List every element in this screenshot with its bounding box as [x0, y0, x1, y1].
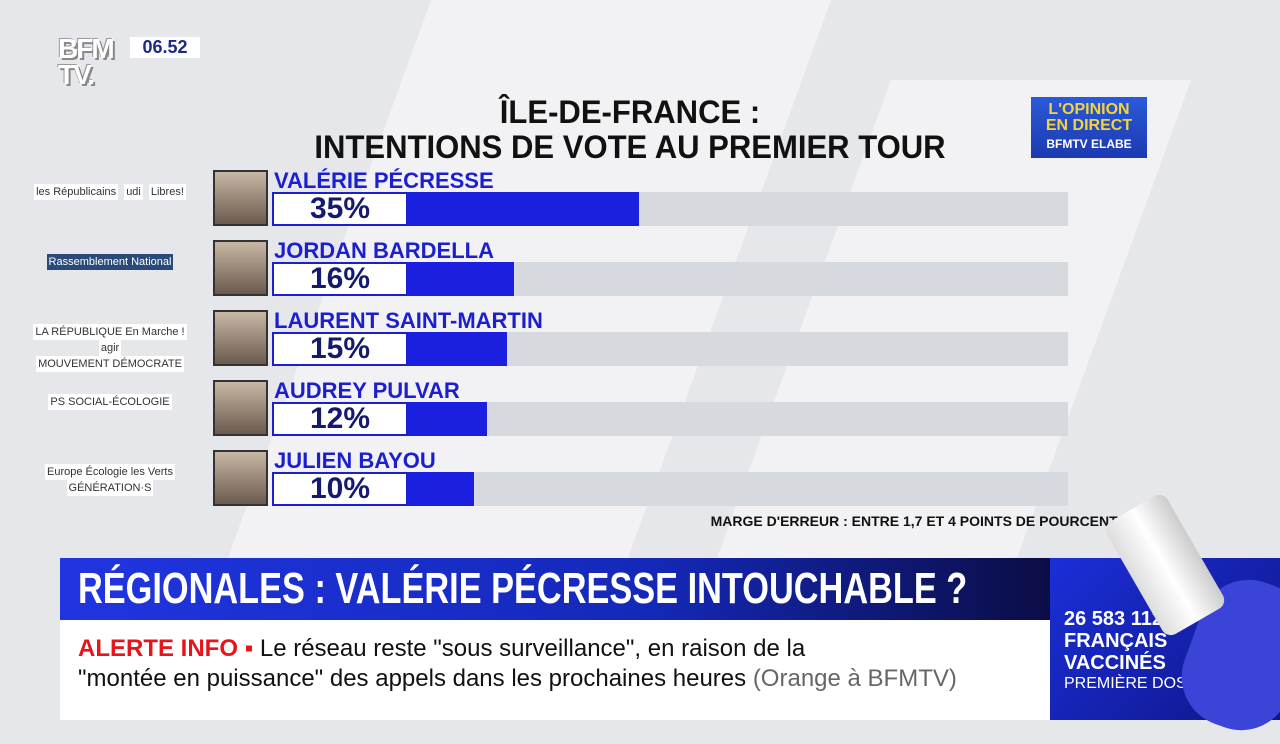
- party-logo: GÉNÉRATION·S: [66, 480, 154, 496]
- logo-line: EN DIRECT: [1045, 117, 1133, 134]
- clock: 06.52: [130, 37, 200, 58]
- bar-track: [408, 472, 1068, 506]
- bar-track: [408, 262, 1068, 296]
- news-ticker: ALERTE INFO ▪ Le réseau reste "sous surv…: [60, 620, 1050, 720]
- vaccine-label: FRANÇAIS: [1064, 630, 1168, 652]
- candidate-photo: [213, 240, 268, 296]
- bar: [408, 402, 488, 436]
- candidate-name: LAURENT SAINT-MARTIN: [274, 308, 543, 333]
- candidate-name: JORDAN BARDELLA: [274, 238, 494, 263]
- data-label: 10%: [272, 472, 408, 506]
- candidate-photo: [213, 380, 268, 436]
- candidate-name: VALÉRIE PÉCRESSE: [274, 168, 494, 193]
- party-logos: Rassemblement National: [20, 254, 200, 270]
- candidate-name: AUDREY PULVAR: [274, 378, 460, 403]
- margin-of-error: MARGE D'ERREUR : ENTRE 1,7 ET 4 POINTS D…: [710, 513, 1147, 529]
- party-logos: Europe Écologie les VertsGÉNÉRATION·S: [20, 464, 200, 496]
- party-logo: udi: [124, 184, 143, 200]
- headline-text: RÉGIONALES : VALÉRIE PÉCRESSE INTOUCHABL…: [78, 564, 968, 613]
- vaccine-count: 26 583 112: [1064, 608, 1163, 630]
- logo-line: BFMTV ELABE: [1046, 137, 1132, 151]
- ticker-line: "montée en puissance" des appels dans le…: [78, 665, 747, 692]
- bar: [408, 262, 514, 296]
- data-label: 35%: [272, 192, 408, 226]
- bar: [408, 192, 639, 226]
- ticker-line: Le réseau reste "sous surveillance", en …: [259, 635, 806, 662]
- alert-label: ALERTE INFO ▪: [78, 635, 254, 662]
- bfmtv-logo: BFM TV.: [58, 33, 115, 90]
- bar-track: [408, 192, 1068, 226]
- data-label: 15%: [272, 332, 408, 366]
- ticker-source: (Orange à BFMTV): [752, 665, 957, 692]
- party-logo: MOUVEMENT DÉMOCRATE: [36, 356, 184, 372]
- data-label: 12%: [272, 402, 408, 436]
- party-logo: LA RÉPUBLIQUE En Marche !: [33, 324, 187, 340]
- bar: [408, 472, 474, 506]
- party-logo: Rassemblement National: [46, 254, 174, 270]
- party-logo: les Républicains: [34, 184, 119, 200]
- party-logo: Europe Écologie les Verts: [45, 464, 175, 480]
- bar: [408, 332, 507, 366]
- chart-title: ÎLE-DE-FRANCE :: [499, 94, 761, 130]
- vaccine-label: VACCINÉS: [1064, 652, 1166, 674]
- party-logos: LA RÉPUBLIQUE En Marche !agirMOUVEMENT D…: [20, 324, 200, 372]
- logo-line: L'OPINION: [1048, 101, 1130, 118]
- vaccine-sub: PREMIÈRE DOSE: [1064, 675, 1198, 692]
- candidate-photo: [213, 310, 268, 366]
- chart-subtitle: INTENTIONS DE VOTE AU PREMIER TOUR: [314, 129, 946, 165]
- data-label: 16%: [272, 262, 408, 296]
- bar-track: [408, 402, 1068, 436]
- party-logo: PS SOCIAL-ÉCOLOGIE: [48, 394, 172, 410]
- candidate-name: JULIEN BAYOU: [274, 448, 436, 473]
- candidate-photo: [213, 170, 268, 226]
- party-logo: agir: [98, 340, 122, 356]
- party-logos: les Républicains udi Libres!: [20, 184, 200, 200]
- opinion-en-direct-logo: L'OPINION EN DIRECT BFMTV ELABE: [1031, 97, 1147, 158]
- bar-track: [408, 332, 1068, 366]
- party-logos: PS SOCIAL-ÉCOLOGIE: [20, 394, 200, 410]
- party-logo: Libres!: [148, 184, 186, 200]
- headline-banner: RÉGIONALES : VALÉRIE PÉCRESSE INTOUCHABL…: [60, 558, 1050, 620]
- candidate-photo: [213, 450, 268, 506]
